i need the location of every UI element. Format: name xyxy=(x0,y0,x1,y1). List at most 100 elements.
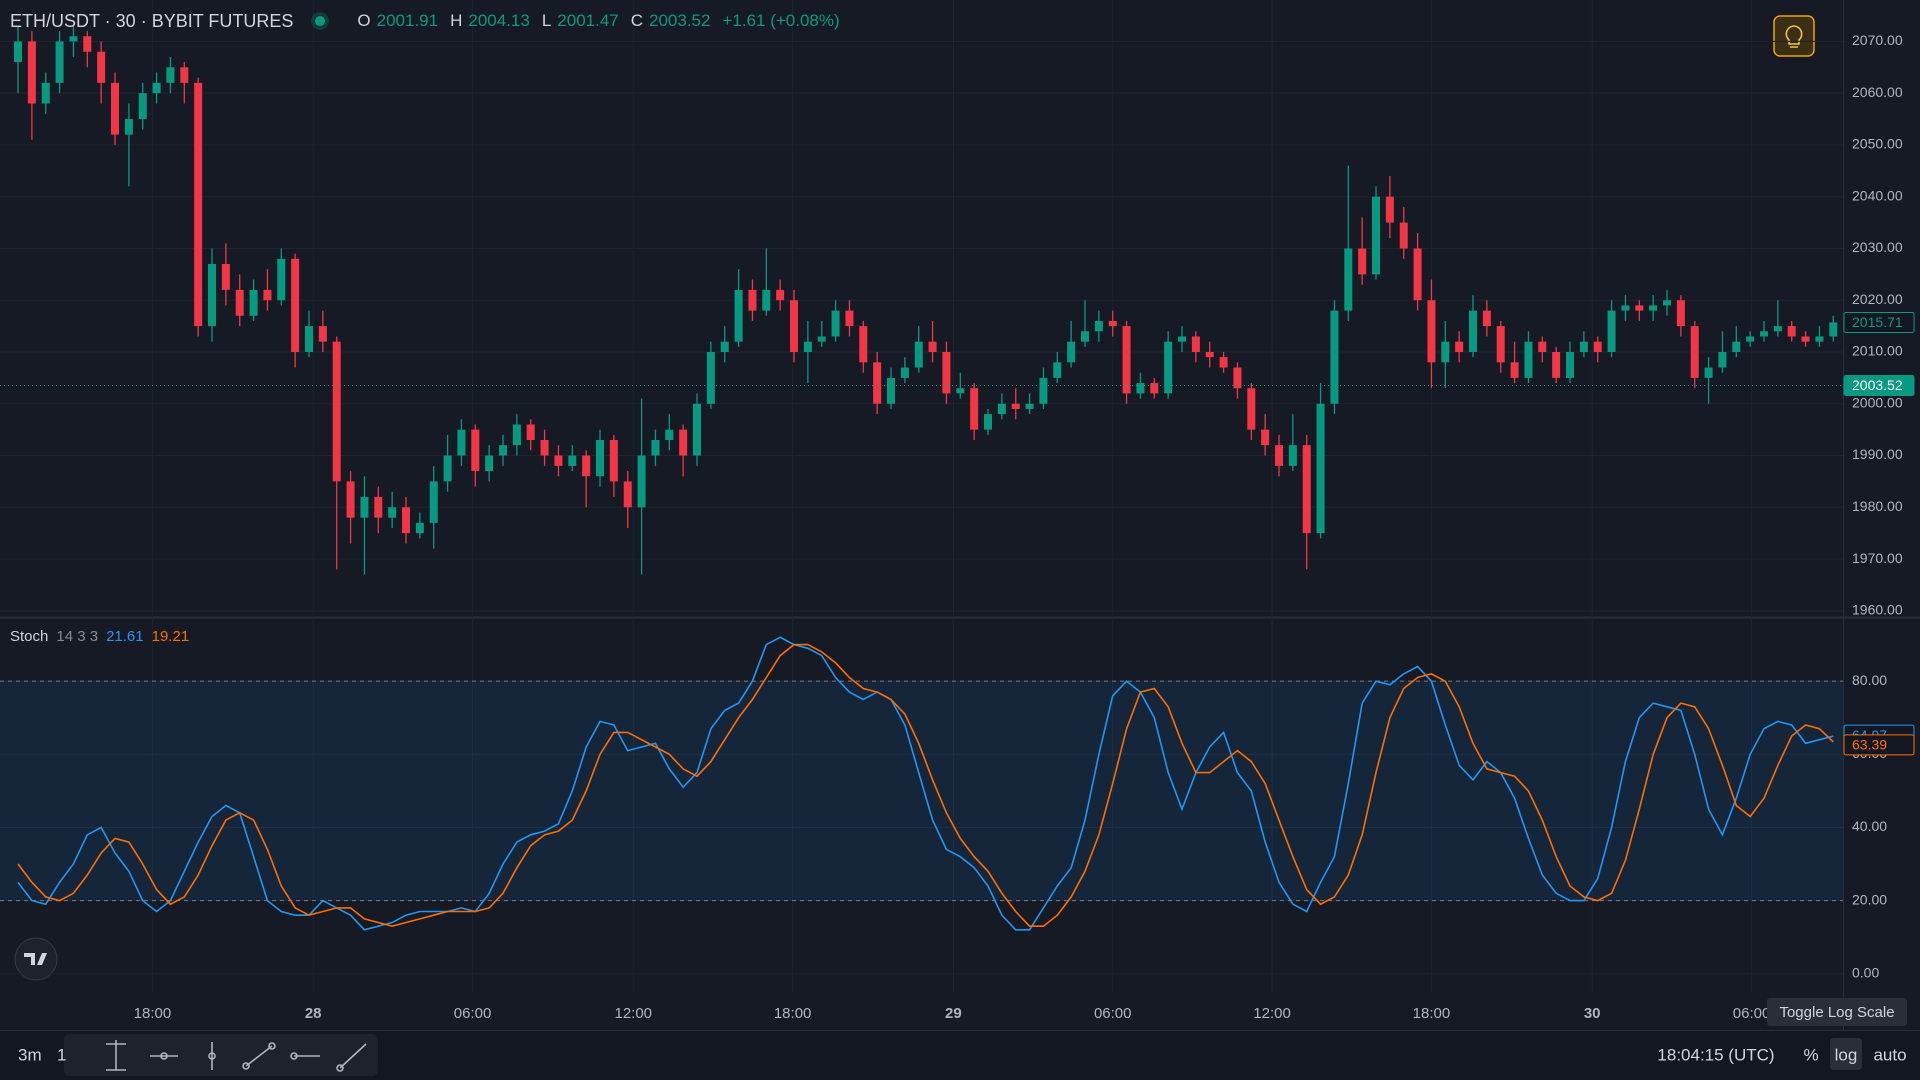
candle-body xyxy=(1191,336,1200,352)
y-tick-label: 2070.00 xyxy=(1852,32,1903,48)
x-tick-label: 12:00 xyxy=(614,1005,652,1022)
x-tick-label: 06:00 xyxy=(1094,1005,1132,1022)
price-change: +1.61 (+0.08%) xyxy=(722,11,840,30)
candle-body xyxy=(817,336,826,342)
x-tick-label: 18:00 xyxy=(134,1005,172,1022)
candle-body xyxy=(152,82,161,94)
candle-body xyxy=(900,367,909,378)
y-tick-label: 80.00 xyxy=(1852,672,1887,688)
candle-body xyxy=(1469,310,1478,352)
legend-key: O xyxy=(357,11,371,30)
indicator-name[interactable]: Stoch xyxy=(10,628,49,645)
legend-value: 2001.91 xyxy=(376,11,439,30)
tool-icon[interactable] xyxy=(160,1052,168,1060)
candle-body xyxy=(388,507,397,518)
candle-body xyxy=(1025,403,1034,409)
interval[interactable]: 3m xyxy=(18,1045,42,1064)
candle-body xyxy=(1316,403,1325,534)
candle-body xyxy=(790,300,799,352)
candle-body xyxy=(762,289,771,311)
tool-icon[interactable] xyxy=(245,1045,273,1067)
idea-button[interactable] xyxy=(1773,15,1815,57)
candle-body xyxy=(180,67,189,83)
candle-body xyxy=(499,445,508,456)
tool-icon[interactable] xyxy=(268,1042,276,1050)
candle-body xyxy=(415,522,424,534)
range[interactable]: 1 xyxy=(57,1045,66,1064)
candle-body xyxy=(1302,445,1311,534)
tool-icon[interactable] xyxy=(208,1052,216,1060)
candle-body xyxy=(942,352,951,394)
candle-body xyxy=(997,403,1006,415)
y-tick-label: 2060.00 xyxy=(1852,84,1903,100)
symbol-header: ETH/USDT · 30 · BYBIT FUTURES O 2001.91 H… xyxy=(10,8,840,34)
candle-body xyxy=(1205,352,1214,358)
candle-body xyxy=(568,455,577,466)
candle-body xyxy=(540,440,549,456)
candle-body xyxy=(1538,341,1547,352)
candle-body xyxy=(679,429,688,456)
candle-body xyxy=(69,36,78,42)
badge-label: 63.39 xyxy=(1852,737,1887,753)
candle-body xyxy=(554,455,563,466)
symbol-title[interactable]: ETH/USDT · 30 · BYBIT FUTURES xyxy=(10,10,294,31)
candle-body xyxy=(596,440,605,477)
candle-body xyxy=(1579,341,1588,352)
percent-toggle[interactable]: % xyxy=(1803,1045,1818,1064)
drawing-tools[interactable] xyxy=(64,1034,378,1076)
x-tick-label: 06:00 xyxy=(454,1005,492,1022)
candle-body xyxy=(1233,367,1242,389)
candle-body xyxy=(277,258,286,301)
stoch-band xyxy=(0,681,1843,901)
candle-body xyxy=(1261,429,1270,446)
candle-body xyxy=(1455,341,1464,352)
candle-body xyxy=(1676,300,1685,327)
tool-icon[interactable] xyxy=(336,1064,344,1072)
candle-body xyxy=(374,496,383,518)
candle-body xyxy=(1663,300,1672,306)
candle-body xyxy=(1635,305,1644,311)
candle-body xyxy=(873,362,882,404)
y-tick-label: 1980.00 xyxy=(1852,498,1903,514)
candle-body xyxy=(803,341,812,352)
y-tick-label: 20.00 xyxy=(1852,891,1887,907)
candle-body xyxy=(1053,362,1062,378)
candle-body xyxy=(1275,445,1284,466)
log-toggle-bg[interactable] xyxy=(1830,1038,1862,1070)
y-tick-label: 0.00 xyxy=(1852,964,1879,980)
tool-icon[interactable] xyxy=(242,1062,250,1070)
candle-body xyxy=(1344,248,1353,311)
candle-body xyxy=(208,264,217,327)
candle-body xyxy=(305,326,314,352)
candle-body xyxy=(1593,341,1602,352)
candle-body xyxy=(1746,336,1755,342)
stoch-line xyxy=(17,636,1834,931)
candle-body xyxy=(776,289,785,301)
candle-body xyxy=(1122,326,1131,394)
candle-body xyxy=(221,264,230,290)
tool-icon[interactable] xyxy=(290,1052,298,1060)
candle-body xyxy=(124,119,133,135)
candle-body xyxy=(914,341,923,368)
candle-body xyxy=(429,481,438,523)
axes: 1960.00 1970.00 1980.00 1990.00 2000.00 2010.… xyxy=(134,32,1915,1022)
candle-body xyxy=(291,258,300,352)
candle-body xyxy=(1247,388,1256,430)
candle-body xyxy=(582,455,591,477)
tool-icon[interactable] xyxy=(339,1043,367,1069)
candle-body xyxy=(55,41,64,83)
tv-logo[interactable] xyxy=(14,937,58,981)
marks xyxy=(0,25,1843,931)
candle-body xyxy=(1330,310,1339,404)
log-toggle[interactable]: log xyxy=(1835,1045,1858,1064)
candle-body xyxy=(346,481,355,518)
candle-body xyxy=(1150,383,1159,394)
candle-body xyxy=(1136,383,1145,394)
k-value: 21.61 xyxy=(106,628,144,645)
tools-panel xyxy=(64,1034,378,1076)
candle-body xyxy=(1108,320,1117,327)
candle-body xyxy=(1011,403,1020,409)
candle-body xyxy=(1413,248,1422,301)
market-status xyxy=(315,16,326,26)
auto-toggle[interactable]: auto xyxy=(1873,1045,1906,1064)
